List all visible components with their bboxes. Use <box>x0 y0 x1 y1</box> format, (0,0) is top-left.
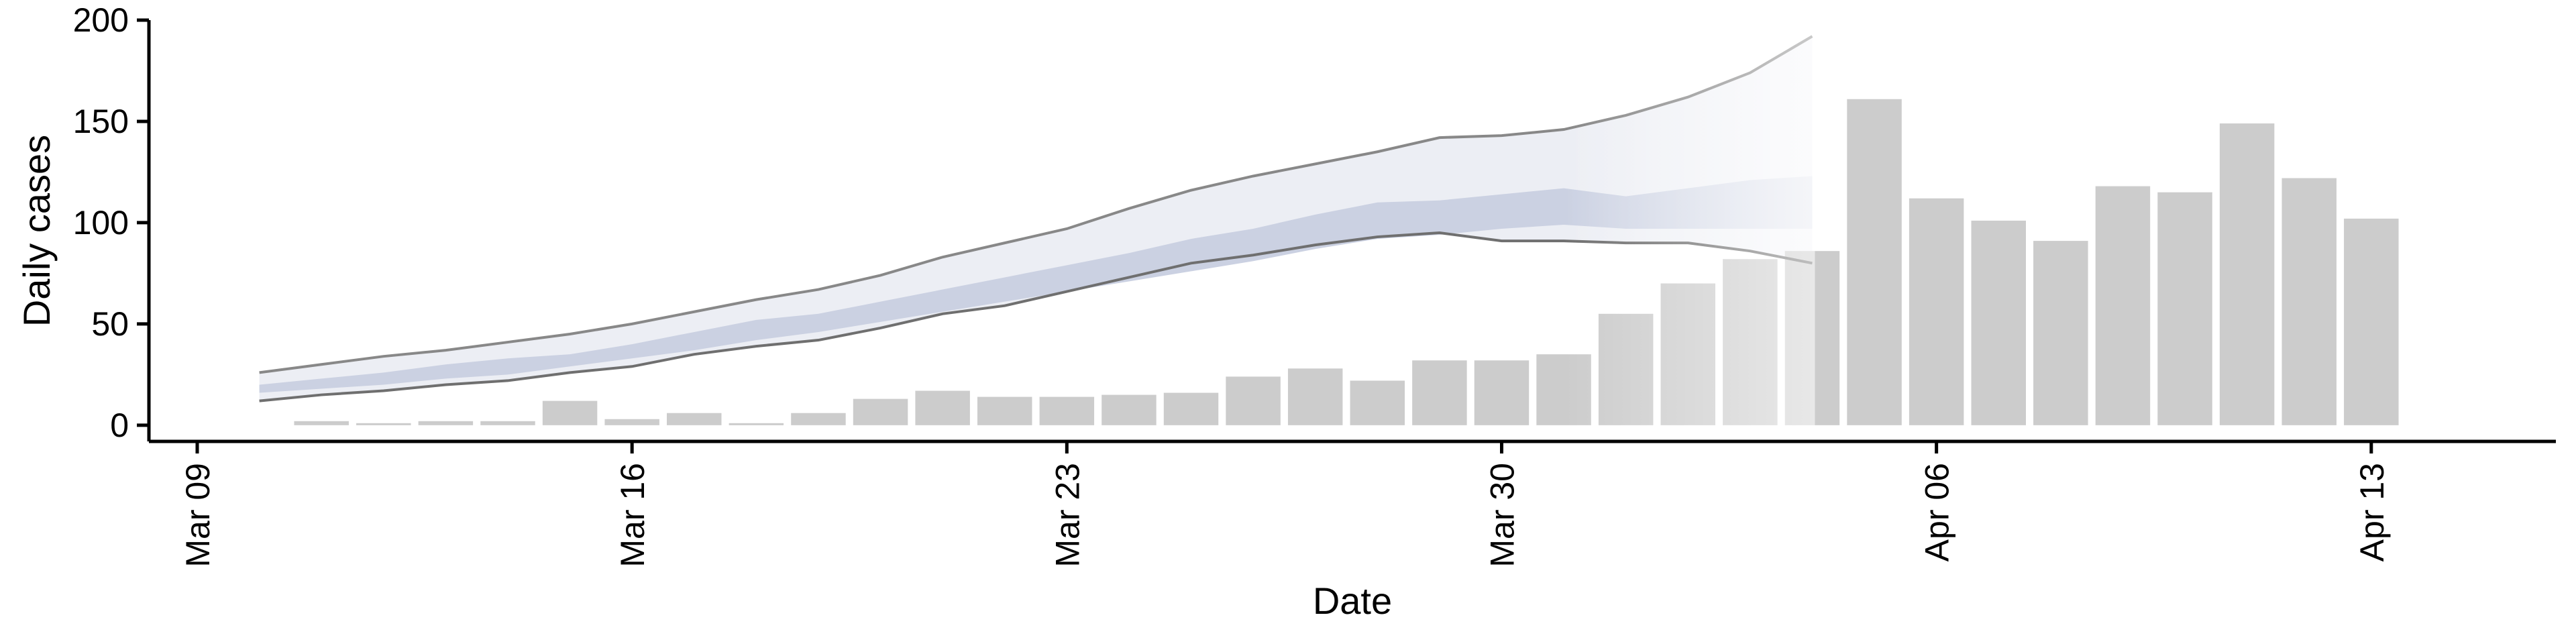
bar <box>1412 360 1467 425</box>
bar <box>1909 198 1964 425</box>
bar <box>1226 376 1281 425</box>
bar <box>1287 368 1343 425</box>
y-tick-label: 50 <box>91 305 129 343</box>
bar <box>1039 396 1095 425</box>
bar <box>2282 178 2337 425</box>
bar-series <box>294 99 2399 425</box>
x-tick-label: Apr 13 <box>2353 463 2391 561</box>
y-tick-label: 0 <box>110 407 129 444</box>
x-axis-title: Date <box>1313 580 1392 622</box>
y-axis-ticks: 0 50 100 150 200 <box>73 1 149 444</box>
bar <box>2157 192 2212 425</box>
inner-interval-band <box>259 176 1813 393</box>
bar <box>1102 394 1157 425</box>
bar <box>480 421 535 425</box>
y-tick-label: 150 <box>73 103 129 140</box>
bar <box>1163 392 1219 425</box>
x-axis-ticks: Mar 09 Mar 16 Mar 23 Mar 30 Apr 06 Apr 13 <box>179 441 2391 568</box>
plot-area <box>259 20 2399 441</box>
axes: 0 50 100 150 200 Mar 09 Mar 16 Mar 23 Mar 30 Apr… <box>15 1 2556 622</box>
bar <box>604 419 659 425</box>
line-fade-overlay <box>1564 20 1815 441</box>
x-tick-label: Mar 23 <box>1049 463 1086 568</box>
bar <box>791 413 846 425</box>
y-tick-label: 100 <box>73 204 129 241</box>
y-tick-label: 200 <box>73 1 129 39</box>
bar <box>2033 241 2088 425</box>
x-tick-label: Mar 16 <box>614 463 651 568</box>
bar <box>418 421 474 425</box>
upper-bound-line <box>259 35 1813 374</box>
x-tick-label: Mar 09 <box>179 463 217 568</box>
bar <box>853 398 908 425</box>
y-axis-title: Daily cases <box>15 135 58 327</box>
nowcast-bound-lines <box>259 20 1815 441</box>
bar <box>2344 218 2399 425</box>
bar <box>294 421 349 425</box>
bar <box>667 413 722 425</box>
bar <box>356 423 411 425</box>
bar <box>542 400 598 425</box>
bar <box>2095 186 2151 425</box>
bar <box>1971 220 2026 425</box>
bar <box>1847 99 1902 425</box>
bar <box>729 423 784 425</box>
bar <box>1350 380 1405 425</box>
bar <box>2219 123 2275 425</box>
x-tick-label: Mar 30 <box>1483 463 1521 568</box>
x-tick-label: Apr 06 <box>1919 463 1956 561</box>
bar <box>977 396 1032 425</box>
bar <box>915 390 970 425</box>
bar <box>1474 360 1529 425</box>
lower-bound-line <box>259 231 1813 402</box>
